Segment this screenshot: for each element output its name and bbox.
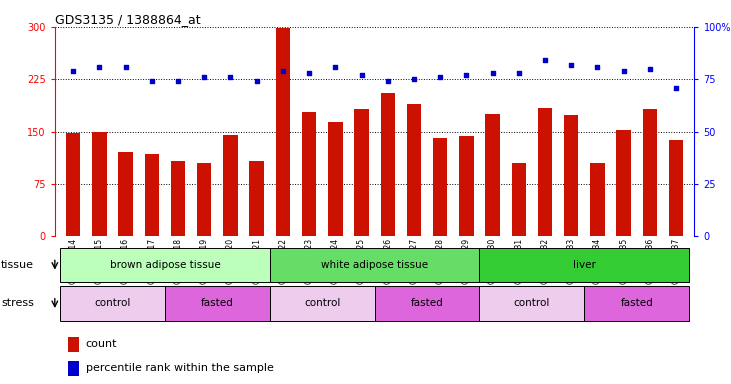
Bar: [538, 109, 552, 236]
Text: fasted: fasted: [411, 298, 444, 308]
Point: [670, 84, 682, 91]
Bar: [406, 104, 421, 236]
Bar: [276, 28, 290, 236]
Bar: [669, 140, 683, 236]
Point: [251, 78, 262, 84]
Text: control: control: [94, 298, 131, 308]
Text: count: count: [86, 339, 117, 349]
Bar: [328, 122, 343, 236]
Text: control: control: [304, 298, 341, 308]
Point: [434, 74, 446, 80]
Point: [565, 61, 577, 68]
Bar: [66, 133, 80, 236]
Point: [224, 74, 236, 80]
Point: [461, 72, 472, 78]
Bar: [270, 248, 480, 282]
Bar: [249, 161, 264, 236]
Text: control: control: [514, 298, 550, 308]
Text: fasted: fasted: [621, 298, 654, 308]
Point: [94, 64, 105, 70]
Point: [67, 68, 79, 74]
Point: [173, 78, 184, 84]
Bar: [459, 136, 474, 236]
Point: [382, 78, 393, 84]
Bar: [165, 286, 270, 321]
Bar: [433, 139, 447, 236]
Bar: [92, 131, 107, 236]
Point: [408, 76, 420, 82]
Text: white adipose tissue: white adipose tissue: [321, 260, 428, 270]
Bar: [590, 163, 605, 236]
Text: fasted: fasted: [201, 298, 234, 308]
Point: [303, 70, 315, 76]
Bar: [512, 163, 526, 236]
Bar: [60, 286, 165, 321]
Text: GDS3135 / 1388864_at: GDS3135 / 1388864_at: [55, 13, 200, 26]
Bar: [223, 135, 238, 236]
Bar: [145, 154, 159, 236]
Point: [120, 64, 132, 70]
Bar: [270, 286, 374, 321]
Bar: [374, 286, 480, 321]
Bar: [355, 109, 368, 236]
Point: [644, 66, 656, 72]
Bar: [55, 236, 694, 384]
Bar: [643, 109, 657, 236]
Bar: [197, 163, 211, 236]
Text: liver: liver: [573, 260, 596, 270]
Point: [146, 78, 158, 84]
Bar: [480, 248, 689, 282]
Bar: [485, 114, 500, 236]
Point: [539, 57, 551, 63]
Text: stress: stress: [1, 298, 34, 308]
Bar: [60, 248, 270, 282]
Bar: [67, 337, 79, 352]
Bar: [480, 286, 584, 321]
Bar: [564, 116, 578, 236]
Bar: [381, 93, 395, 236]
Point: [513, 70, 525, 76]
Text: tissue: tissue: [1, 260, 34, 270]
Point: [330, 64, 341, 70]
Bar: [302, 112, 317, 236]
Bar: [584, 286, 689, 321]
Point: [591, 64, 603, 70]
Point: [356, 72, 368, 78]
Text: brown adipose tissue: brown adipose tissue: [110, 260, 220, 270]
Point: [277, 68, 289, 74]
Bar: [118, 152, 133, 236]
Point: [618, 68, 629, 74]
Bar: [616, 130, 631, 236]
Text: percentile rank within the sample: percentile rank within the sample: [86, 363, 273, 373]
Bar: [171, 161, 185, 236]
Bar: [67, 361, 79, 376]
Point: [487, 70, 499, 76]
Point: [198, 74, 210, 80]
